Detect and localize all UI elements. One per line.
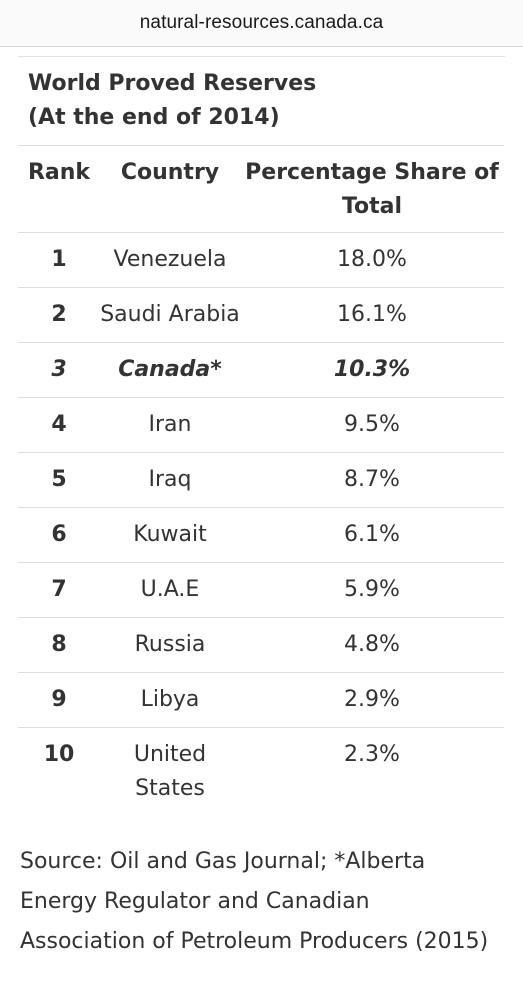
rank-cell: 6: [18, 507, 100, 563]
country-cell: Iran: [100, 397, 240, 453]
caption-subtitle: (At the end of 2014): [28, 105, 280, 130]
country-cell: Russia: [100, 617, 240, 673]
rank-cell: 7: [18, 562, 100, 618]
table-row: 7 U.A.E 5.9%: [18, 562, 504, 618]
divider: [18, 56, 505, 57]
reserves-table: Rank Country Percentage Share of Total 1…: [18, 145, 504, 816]
source-line: Source: Oil and Gas Journal; *Alberta: [20, 849, 426, 874]
rank-cell: 1: [18, 232, 100, 288]
table-row: 10 United States 2.3%: [18, 727, 504, 816]
share-cell: 18.0%: [240, 232, 504, 288]
source-line: Energy Regulator and Canadian: [20, 889, 370, 914]
country-cell: Canada*: [100, 342, 240, 398]
table-row: 1 Venezuela 18.0%: [18, 232, 504, 288]
share-cell: 10.3%: [240, 342, 504, 398]
table-row: 8 Russia 4.8%: [18, 617, 504, 673]
share-cell: 5.9%: [240, 562, 504, 618]
address-bar[interactable]: natural-resources.canada.ca: [0, 0, 523, 47]
country-cell: Saudi Arabia: [100, 287, 240, 343]
table-row: 6 Kuwait 6.1%: [18, 507, 504, 563]
header-rank: Rank: [18, 145, 100, 233]
source-note: Source: Oil and Gas Journal; *Alberta En…: [18, 816, 505, 962]
rank-cell: 10: [18, 727, 100, 816]
caption-title: World Proved Reserves: [28, 71, 317, 96]
country-cell: Kuwait: [100, 507, 240, 563]
rank-cell: 8: [18, 617, 100, 673]
share-cell: 2.9%: [240, 672, 504, 728]
table-row: 9 Libya 2.9%: [18, 672, 504, 728]
rank-cell: 3: [18, 342, 100, 398]
rank-cell: 9: [18, 672, 100, 728]
country-cell: Iraq: [100, 452, 240, 508]
rank-cell: 2: [18, 287, 100, 343]
table-header-row: Rank Country Percentage Share of Total: [18, 145, 504, 233]
country-cell: Libya: [100, 672, 240, 728]
country-cell: United States: [100, 727, 240, 816]
header-share: Percentage Share of Total: [240, 145, 504, 233]
share-cell: 4.8%: [240, 617, 504, 673]
rank-cell: 5: [18, 452, 100, 508]
share-cell: 16.1%: [240, 287, 504, 343]
table-row: 3 Canada* 10.3%: [18, 342, 504, 398]
share-cell: 2.3%: [240, 727, 504, 816]
url-text[interactable]: natural-resources.canada.ca: [139, 12, 384, 33]
page-content: World Proved Reserves (At the end of 201…: [0, 56, 523, 962]
table-row: 2 Saudi Arabia 16.1%: [18, 287, 504, 343]
table-row: 4 Iran 9.5%: [18, 397, 504, 453]
table-caption: World Proved Reserves (At the end of 201…: [18, 57, 505, 145]
country-cell: Venezuela: [100, 232, 240, 288]
share-cell: 9.5%: [240, 397, 504, 453]
share-cell: 8.7%: [240, 452, 504, 508]
rank-cell: 4: [18, 397, 100, 453]
source-line: Association of Petroleum Producers (2015…: [20, 929, 489, 954]
share-cell: 6.1%: [240, 507, 504, 563]
table-body: 1 Venezuela 18.0% 2 Saudi Arabia 16.1% 3 Canada…: [18, 232, 504, 816]
table-row: 5 Iraq 8.7%: [18, 452, 504, 508]
header-country: Country: [100, 145, 240, 233]
country-cell: U.A.E: [100, 562, 240, 618]
